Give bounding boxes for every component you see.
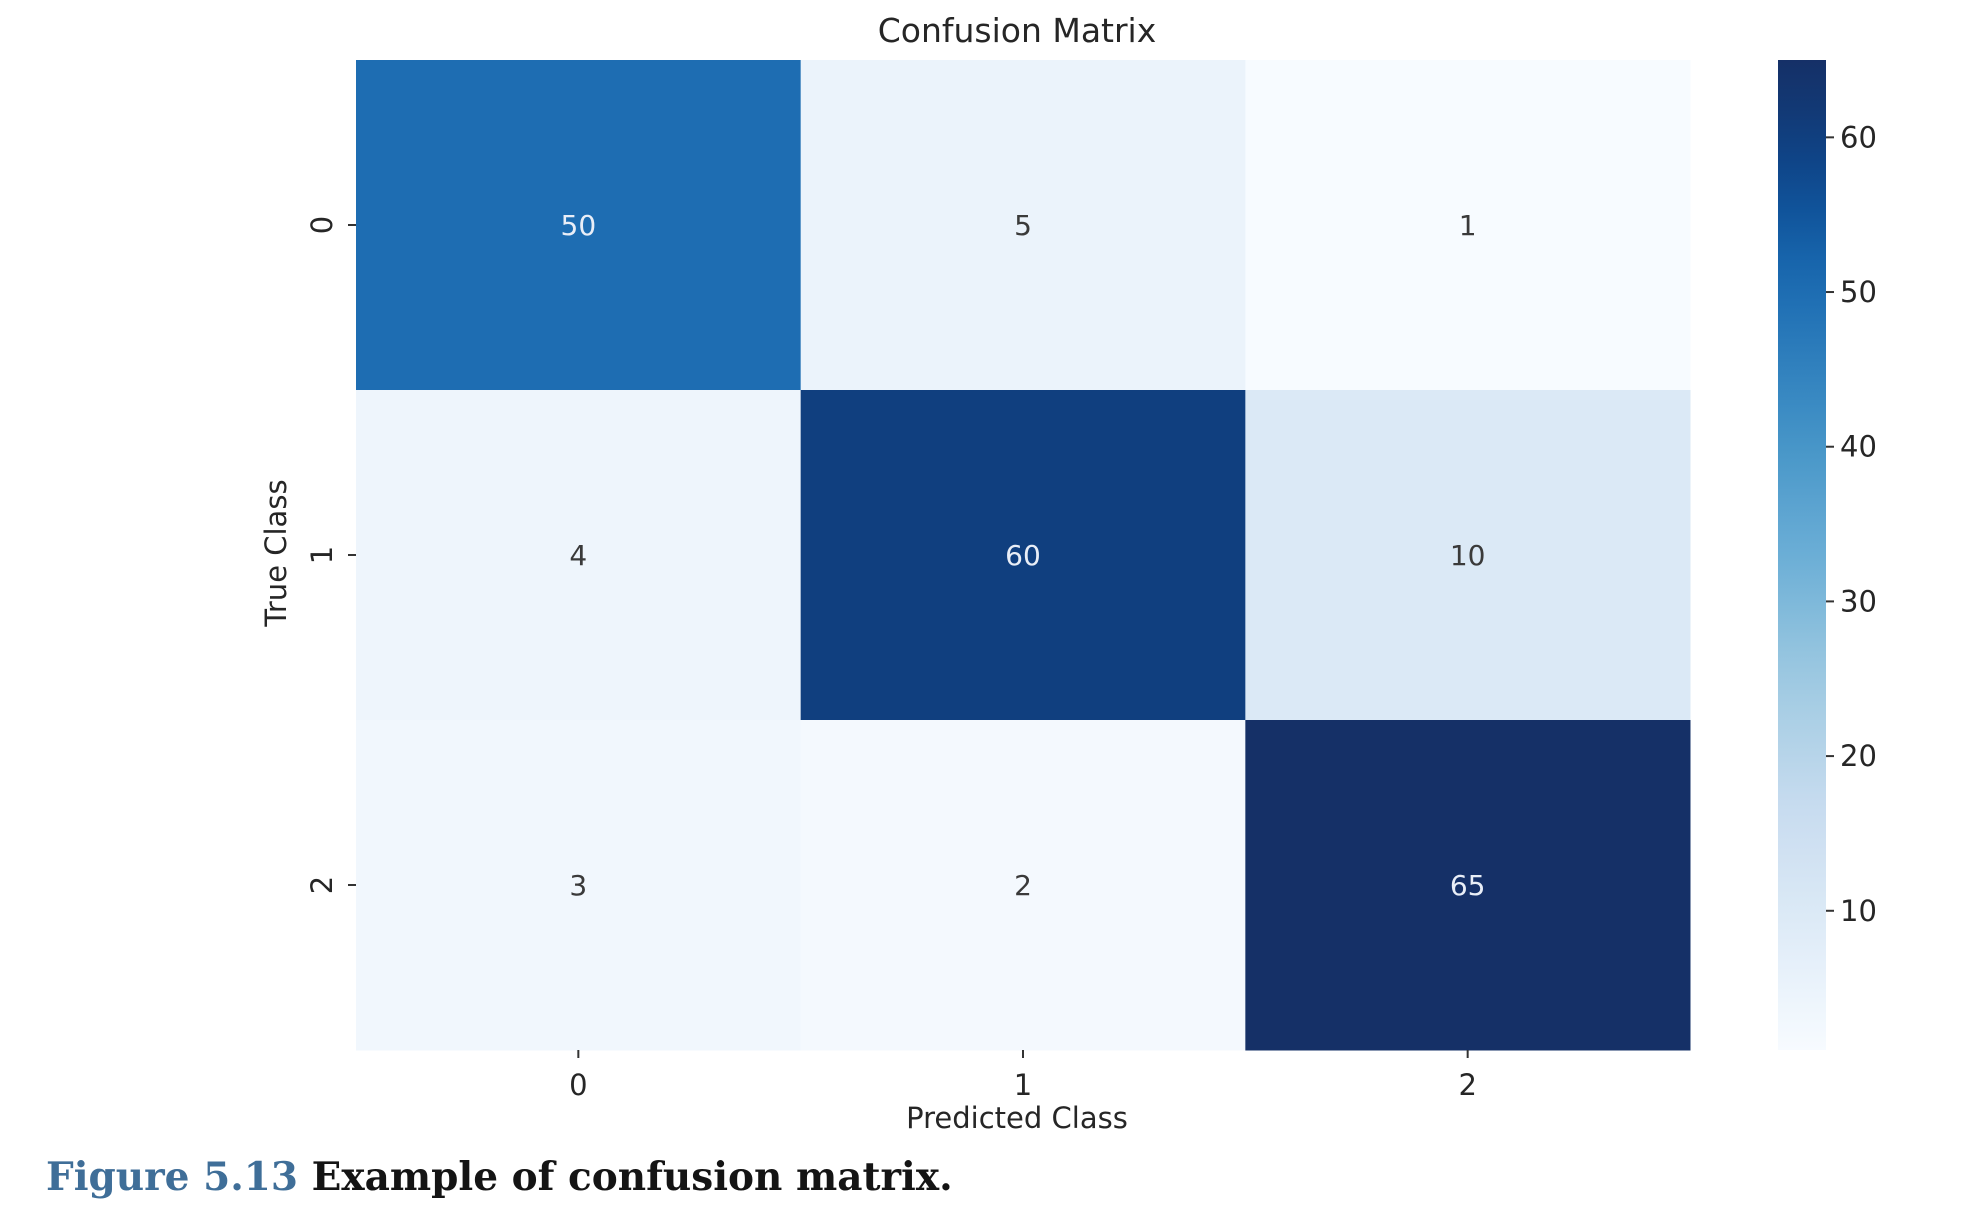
colorbar: 10 20 30 40 50 60 (1778, 60, 1877, 1050)
y-tick-label: 2 (305, 876, 339, 894)
heatmap-cell-2-1 (800, 720, 1246, 1051)
heatmap-cell-1-2 (1245, 390, 1691, 721)
figure-caption: Figure 5.13 Example of confusion matrix. (46, 1158, 953, 1197)
colorbar-tick-label: 50 (1840, 275, 1877, 309)
colorbar-tick-label: 40 (1840, 430, 1877, 464)
caption-text: Example of confusion matrix. (311, 1154, 953, 1200)
y-axis: 0 1 2 (305, 216, 356, 894)
colorbar-gradient (1778, 60, 1826, 1050)
colorbar-tick-label: 10 (1840, 894, 1877, 928)
chart-title: Confusion Matrix (878, 11, 1157, 50)
colorbar-tick-label: 20 (1840, 739, 1877, 773)
colorbar-tick-label: 30 (1840, 584, 1877, 618)
x-axis-label: Predicted Class (906, 1101, 1128, 1135)
x-tick-label: 1 (1014, 1068, 1032, 1102)
y-tick-label: 1 (305, 546, 339, 564)
heatmap-cell-2-0 (356, 720, 802, 1051)
cell-value-label-2-1: 2 (1014, 869, 1032, 902)
heatmap-cell-2-2 (1245, 720, 1691, 1051)
cell-value-label-1-0: 4 (569, 539, 587, 572)
heatmap-cell-1-0 (356, 390, 802, 721)
cell-value-label-2-2: 65 (1450, 869, 1486, 902)
heatmap-cells: 50 5 1 4 60 10 3 2 65 (356, 60, 1691, 1051)
cell-value-label-0-2: 1 (1459, 209, 1477, 242)
figure-number: Figure 5.13 (46, 1154, 299, 1200)
y-axis-label: True Class (259, 479, 293, 627)
heatmap-cell-0-2 (1245, 60, 1691, 391)
x-tick-label: 0 (569, 1068, 587, 1102)
colorbar-tick-label: 60 (1840, 120, 1877, 154)
cell-value-label-2-0: 3 (569, 869, 587, 902)
cell-value-label-0-0: 50 (561, 209, 597, 242)
heatmap-cell-1-1 (800, 390, 1246, 721)
heatmap-cell-0-1 (800, 60, 1246, 391)
x-tick-label: 2 (1458, 1068, 1476, 1102)
cell-value-label-1-2: 10 (1450, 539, 1486, 572)
cell-value-label-0-1: 5 (1014, 209, 1032, 242)
cell-value-label-1-1: 60 (1005, 539, 1041, 572)
y-tick-label: 0 (305, 216, 339, 234)
x-axis: 0 1 2 (569, 1050, 1477, 1102)
heatmap-cell-0-0 (356, 60, 802, 391)
